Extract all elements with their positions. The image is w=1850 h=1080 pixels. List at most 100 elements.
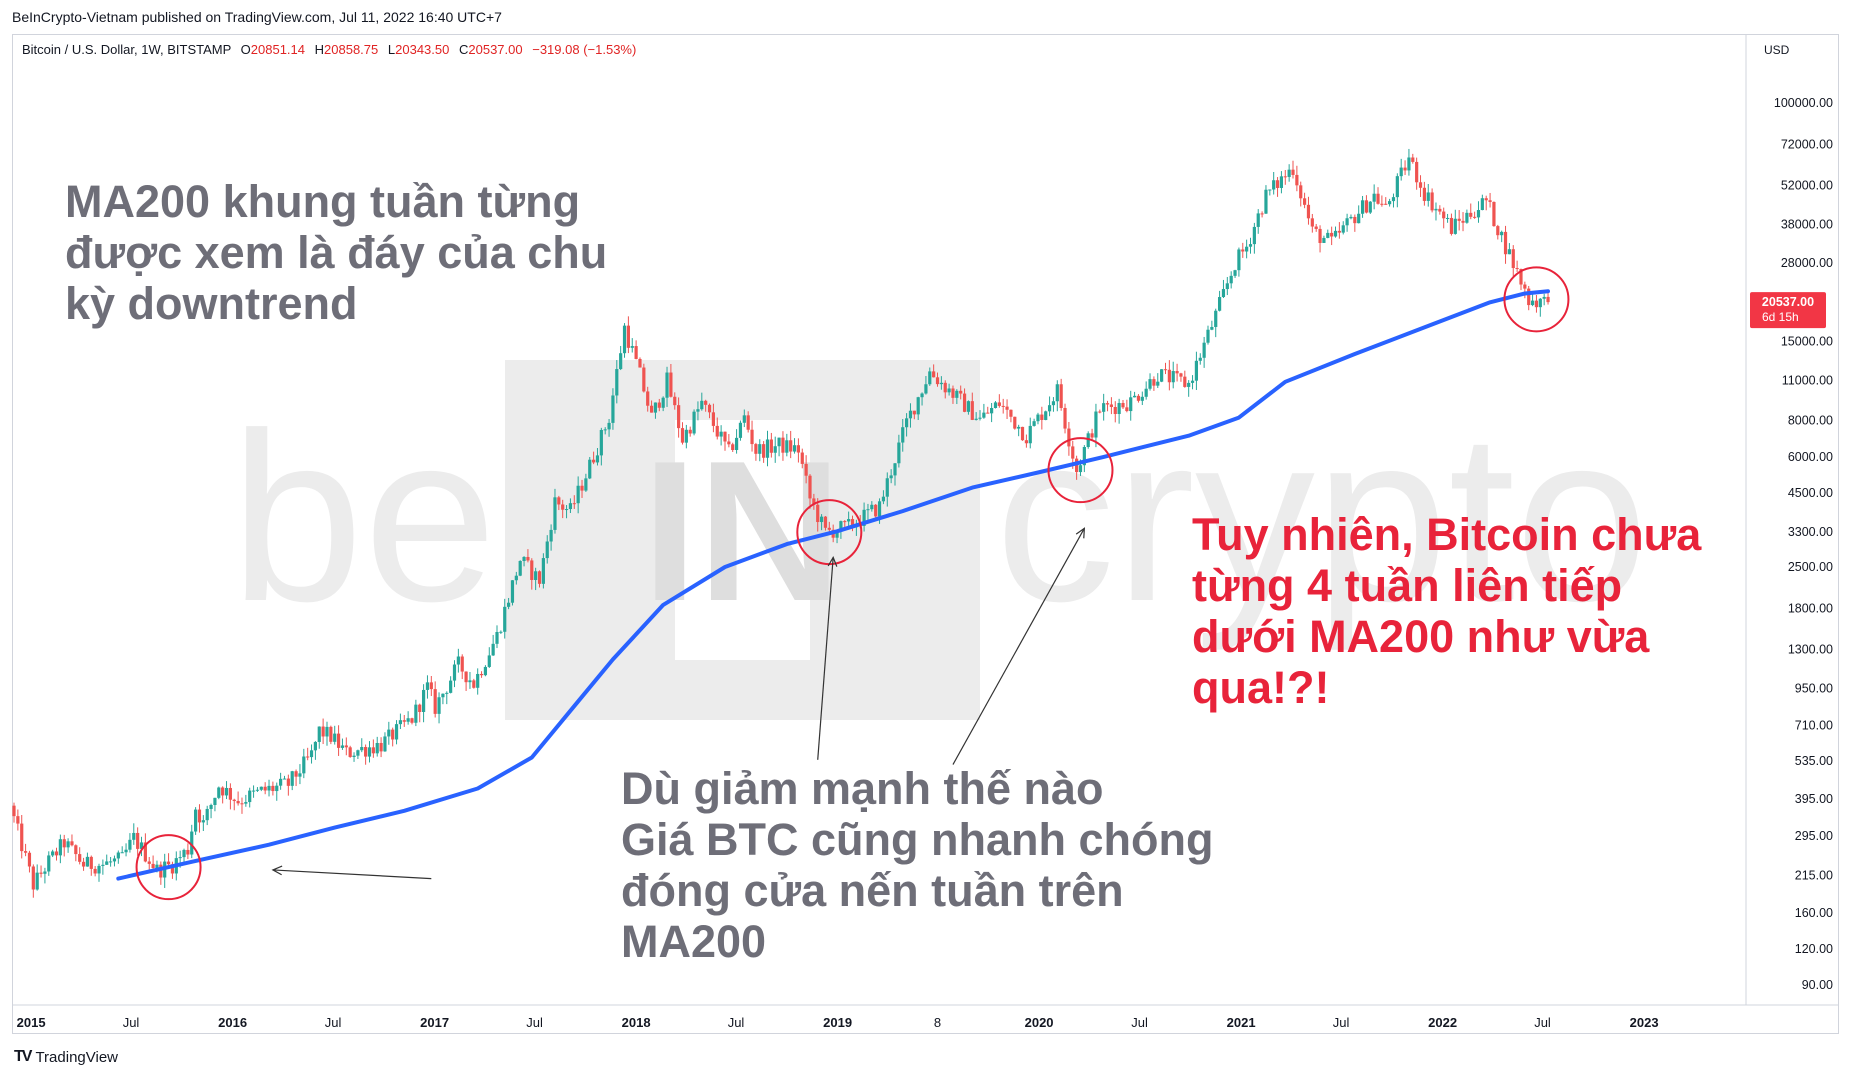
candle-body: [112, 858, 117, 862]
price-tick-label: 100000.00: [1774, 96, 1833, 110]
candle: [715, 417, 719, 440]
candle: [1268, 189, 1272, 196]
candle: [700, 392, 704, 411]
candle: [1507, 243, 1511, 255]
candle-body: [1044, 411, 1048, 420]
candle-body: [344, 745, 348, 748]
candle-body: [1024, 440, 1028, 444]
candle: [348, 745, 352, 758]
price-axis[interactable]: USD 100000.00 72000.00 52000.00 38000.00 2800…: [1745, 34, 1833, 1005]
candle-body: [1438, 208, 1442, 212]
candle-body: [553, 497, 557, 530]
candle-body: [669, 372, 673, 397]
candle-body: [503, 606, 507, 632]
candle-body: [1132, 395, 1137, 398]
candle-body: [1063, 407, 1067, 429]
candle-body: [1078, 465, 1083, 473]
candle-body: [1148, 379, 1152, 389]
candle: [1248, 237, 1253, 254]
candle-body: [109, 861, 113, 863]
candle-body: [1480, 198, 1484, 211]
candle: [437, 692, 441, 724]
annotation-line: MA200 khung tuần từng: [65, 176, 581, 227]
candle-body: [1465, 212, 1469, 223]
candle: [1156, 373, 1160, 388]
candle-body: [194, 809, 198, 832]
candle-body: [599, 429, 603, 456]
candle: [1129, 390, 1133, 421]
candle-body: [209, 804, 213, 809]
candle-body: [932, 371, 936, 378]
price-tick-label: 38000.00: [1781, 218, 1833, 232]
candle: [1241, 242, 1245, 258]
candle-body: [1051, 401, 1056, 406]
candle-body: [1105, 403, 1110, 405]
candle: [290, 770, 294, 791]
candle-body: [534, 571, 538, 580]
candle: [433, 681, 437, 718]
candle-body: [85, 856, 90, 867]
candle-body: [1202, 342, 1206, 358]
candle: [1461, 212, 1465, 232]
candle-body: [391, 729, 395, 740]
time-tick-label: 2015: [17, 1015, 46, 1030]
candle: [719, 425, 723, 446]
candle: [545, 535, 549, 564]
candle: [309, 744, 314, 764]
candle: [1179, 372, 1183, 382]
candle-body: [638, 358, 642, 368]
candle-body: [692, 411, 696, 434]
candle: [1360, 195, 1365, 218]
candle: [661, 396, 665, 412]
candle: [97, 863, 101, 882]
candle: [1415, 157, 1419, 190]
candle: [491, 634, 495, 656]
candle-body: [275, 785, 279, 792]
candle-body: [1295, 174, 1299, 186]
watermark: be crypto IN: [230, 360, 1649, 720]
candle: [619, 345, 623, 371]
candle-body: [1233, 270, 1237, 276]
candle: [1395, 173, 1399, 208]
candle-body: [507, 602, 511, 607]
candle: [646, 386, 650, 412]
candle-body: [1310, 218, 1314, 227]
candle: [808, 474, 812, 509]
high-label: H: [314, 42, 325, 57]
candle-body: [1453, 218, 1457, 234]
candle: [522, 556, 526, 567]
time-axis[interactable]: 2015 Jul 2016 Jul 2017 Jul 2018 Jul 2019 8 2020 Jul…: [12, 1004, 1838, 1030]
candle-body: [723, 431, 727, 442]
candle-body: [1179, 373, 1183, 377]
candle-body: [1473, 216, 1477, 218]
candle: [1051, 397, 1056, 412]
candle: [1256, 209, 1260, 234]
candle: [630, 338, 634, 353]
candle-body: [916, 397, 920, 415]
candle: [1036, 412, 1040, 425]
candle: [1299, 181, 1303, 207]
candle-body: [43, 871, 47, 874]
candle: [476, 668, 480, 695]
candle-body: [375, 742, 379, 754]
candle-body: [1109, 404, 1113, 407]
annotation-right: Tuy nhiên, Bitcoin chưa từng 4 tuần liên…: [1192, 509, 1701, 713]
candle-body: [1484, 198, 1488, 201]
candle: [580, 479, 584, 498]
candle-body: [990, 408, 994, 414]
candle: [31, 864, 35, 898]
tradingview-brand[interactable]: TV TradingView: [14, 1048, 118, 1066]
candle-body: [1214, 310, 1218, 327]
candle-body: [564, 509, 569, 511]
candle-body: [1411, 157, 1415, 162]
candle: [920, 392, 924, 406]
candle: [862, 502, 866, 532]
candle: [263, 782, 267, 795]
candle-body: [1314, 226, 1318, 229]
candle: [12, 802, 16, 823]
candle: [321, 718, 325, 745]
candle: [1503, 225, 1508, 264]
candle: [997, 394, 1001, 408]
candle-body: [997, 402, 1001, 406]
